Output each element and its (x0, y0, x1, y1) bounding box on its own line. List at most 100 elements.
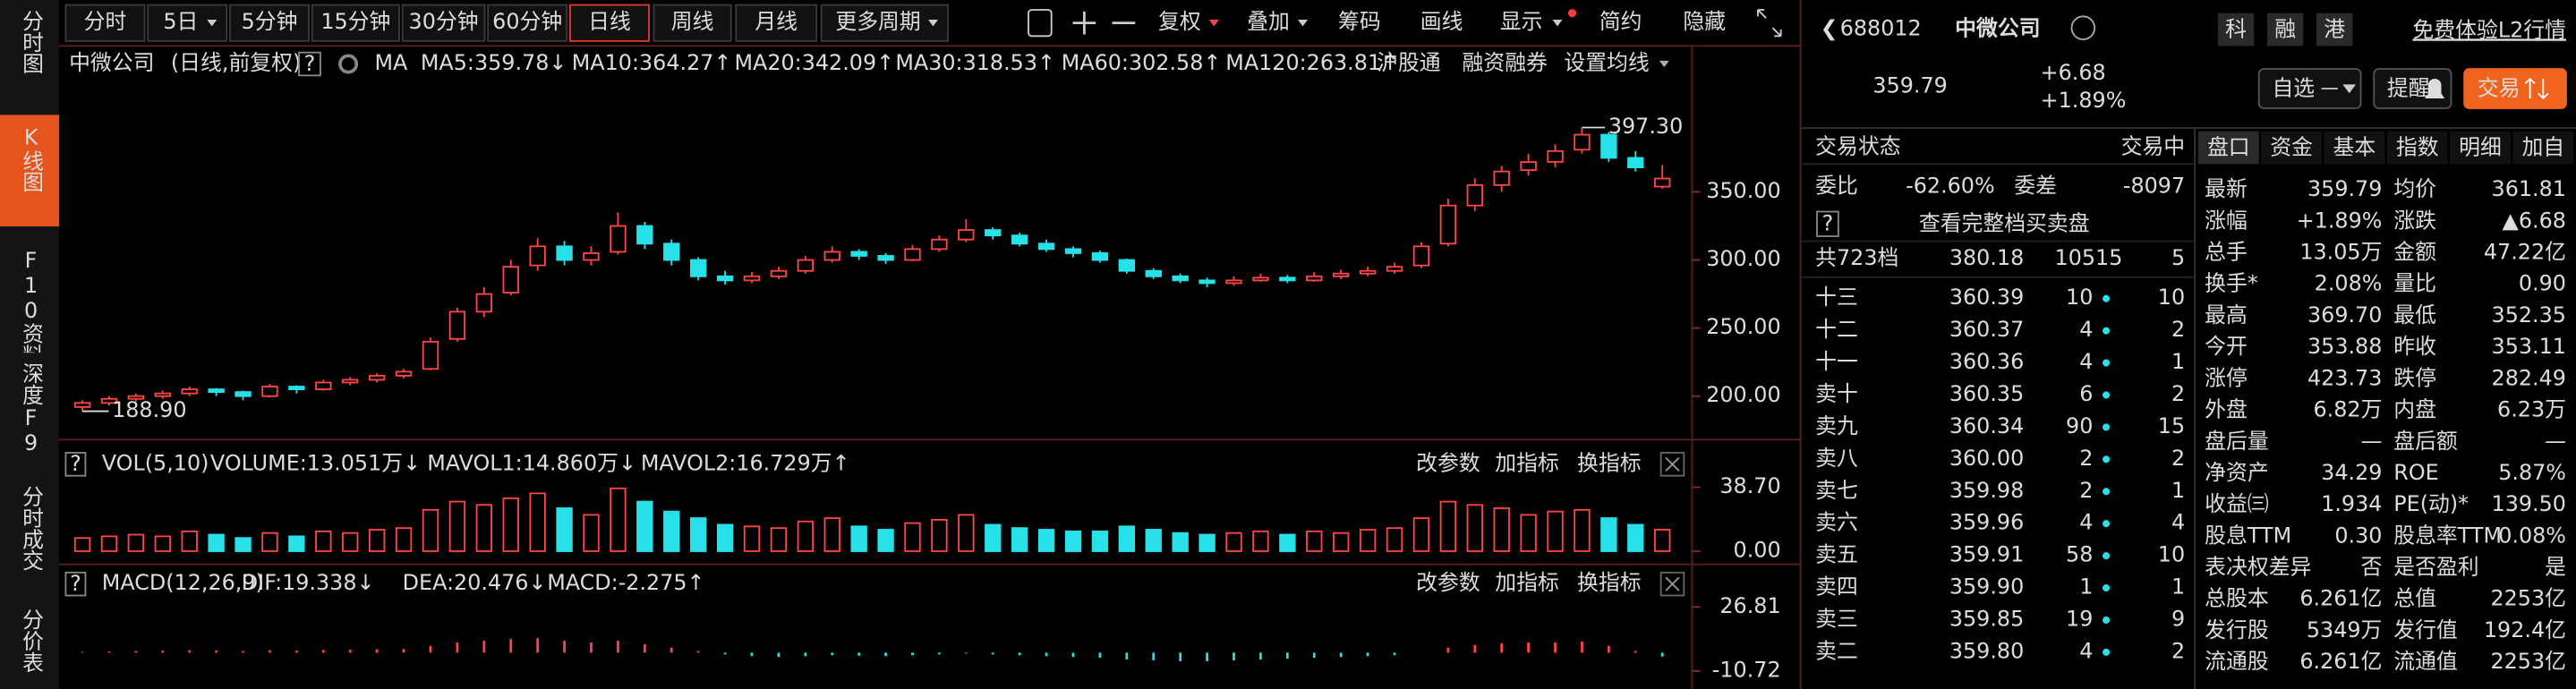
candle-body (743, 275, 761, 282)
period-label[interactable]: 60分钟 (492, 9, 562, 34)
period-button[interactable] (229, 4, 310, 42)
volume-bar (288, 535, 305, 552)
fullscreen-icon[interactable] (1757, 9, 1782, 38)
sidebar-label[interactable]: 分时成交 (19, 486, 44, 571)
close-box[interactable] (1659, 452, 1685, 477)
panel-action[interactable]: 换指标 (1577, 450, 1642, 475)
period-button[interactable] (64, 4, 146, 42)
period-button[interactable] (311, 4, 400, 42)
sidebar-label[interactable]: 深度F9 (19, 362, 44, 455)
tab-label[interactable]: 盘口 (2207, 134, 2250, 159)
stat-value: 否 (2361, 555, 2383, 580)
gear-icon[interactable] (338, 54, 359, 74)
tool-label[interactable]: 复权 (1158, 9, 1201, 34)
stats-tab[interactable] (2197, 131, 2259, 165)
volume-bar (422, 508, 439, 552)
sidebar-tab[interactable] (0, 0, 60, 108)
period-label[interactable]: 30分钟 (409, 9, 479, 34)
button-label[interactable]: 自选 (2272, 75, 2315, 100)
period-label[interactable]: 更多周期 (835, 9, 920, 34)
tool-label[interactable]: 显示 (1500, 9, 1543, 34)
stats-tab[interactable] (2324, 131, 2385, 165)
tool-label[interactable]: 简约 (1599, 9, 1642, 34)
sidebar-tab[interactable] (0, 599, 60, 686)
period-button[interactable] (653, 4, 732, 42)
sidebar-label[interactable]: 分价表 (19, 608, 44, 673)
sidebar-label[interactable]: F10资料 (19, 248, 44, 366)
action-button[interactable] (2463, 68, 2567, 109)
sidebar-label[interactable]: 分时图 (19, 10, 44, 74)
ob-price: 360.35 (1949, 381, 2024, 406)
tool-label[interactable]: 叠加 (1247, 9, 1290, 34)
lock-icon[interactable] (1028, 9, 1053, 38)
candle-body (1172, 275, 1189, 282)
legend-link[interactable]: 沪股通 (1377, 50, 1441, 75)
volume-bar (716, 523, 734, 552)
ob-price: 359.96 (1949, 510, 2024, 535)
stat-value: 0.90 (2519, 271, 2566, 296)
help[interactable]: ? (1822, 211, 1834, 236)
tab-label[interactable]: 指数 (2396, 134, 2439, 159)
help[interactable]: ? (70, 571, 81, 596)
tab-label[interactable]: 加自 (2521, 134, 2564, 159)
stats-tab[interactable] (2512, 131, 2574, 165)
tool-label[interactable]: 隐藏 (1683, 9, 1726, 34)
zoom-in-icon[interactable] (1072, 11, 1096, 35)
sidebar-tab[interactable] (0, 237, 60, 342)
panel-action[interactable]: 加指标 (1495, 450, 1559, 475)
stats-tab[interactable] (2261, 131, 2323, 165)
candle-body (663, 242, 680, 261)
period-label[interactable]: 日线 (588, 9, 631, 34)
period-button[interactable] (401, 4, 486, 42)
tool-label[interactable]: 画线 (1420, 9, 1463, 34)
bell-icon (2425, 79, 2445, 98)
panel-action[interactable]: 换指标 (1577, 570, 1642, 595)
candle-body (1198, 279, 1215, 285)
stat-value: 353.88 (2307, 334, 2382, 359)
panel-action[interactable]: 改参数 (1416, 570, 1480, 595)
period-button[interactable] (820, 4, 949, 42)
help-box[interactable] (64, 571, 87, 597)
help-box[interactable] (1816, 210, 1839, 237)
stats-tab[interactable] (2386, 131, 2448, 165)
button-label[interactable]: 提醒 (2387, 75, 2430, 100)
help[interactable]: ? (70, 451, 81, 476)
sidebar-tab[interactable] (0, 353, 60, 464)
sidebar-label[interactable]: K线图 (19, 124, 44, 192)
sidebar-tab[interactable] (0, 115, 60, 226)
action-button[interactable] (2257, 68, 2362, 109)
period-button[interactable] (487, 4, 568, 42)
ob-qty: 4 (2079, 349, 2093, 374)
volume-bar (1306, 530, 1323, 552)
indicator-value: DEA:20.476↓ (403, 570, 547, 595)
info-icon[interactable] (2070, 15, 2096, 40)
period-label[interactable]: 分时 (84, 9, 127, 34)
panel-action[interactable]: 加指标 (1495, 570, 1559, 595)
sidebar-tab[interactable] (0, 475, 60, 588)
help-box[interactable] (298, 51, 321, 77)
stat-label: 盘后量 (2205, 429, 2269, 454)
help[interactable]: ? (304, 51, 316, 76)
candle-body (1306, 275, 1323, 282)
period-label[interactable]: 15分钟 (320, 9, 390, 34)
legend-link[interactable]: 融资融券 (1463, 50, 1548, 75)
period-label[interactable]: 5分钟 (242, 9, 298, 34)
tab-label[interactable]: 基本 (2333, 134, 2376, 159)
tool-label[interactable]: 筹码 (1338, 9, 1381, 34)
panel-action[interactable]: 改参数 (1416, 450, 1480, 475)
legend-link[interactable]: 设置均线 (1564, 50, 1649, 75)
period-button[interactable] (735, 4, 818, 42)
button-label[interactable]: 交易 (2478, 75, 2521, 100)
period-label[interactable]: 月线 (755, 9, 798, 34)
tab-label[interactable]: 明细 (2459, 134, 2502, 159)
menu-icon[interactable]: ❮ (1821, 16, 1838, 41)
promo-link[interactable]: 免费体验L2行情 (2412, 17, 2566, 42)
close-box[interactable] (1659, 571, 1685, 597)
ob-link[interactable]: 查看完整档买卖盘 (1919, 211, 2090, 236)
period-label[interactable]: 5日 (163, 9, 198, 34)
period-label[interactable]: 周线 (671, 9, 714, 34)
period-button[interactable] (568, 4, 650, 42)
tab-label[interactable]: 资金 (2270, 134, 2313, 159)
stats-tab[interactable] (2450, 131, 2511, 165)
help-box[interactable] (64, 452, 87, 477)
